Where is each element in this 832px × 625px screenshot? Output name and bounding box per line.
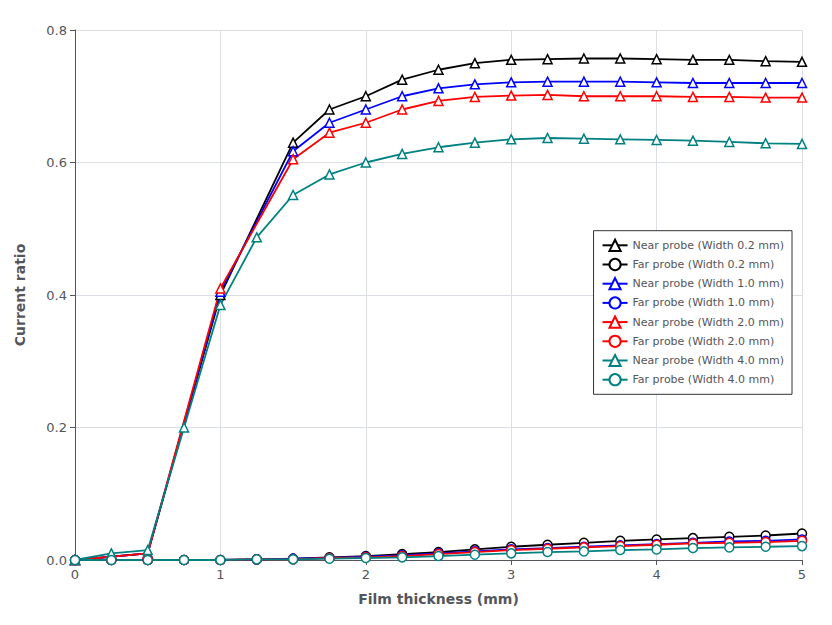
svg-text:Near probe (Width 4.0 mm): Near probe (Width 4.0 mm)	[633, 354, 784, 367]
svg-text:2: 2	[362, 567, 370, 582]
svg-text:Near probe (Width 2.0 mm): Near probe (Width 2.0 mm)	[633, 316, 784, 329]
svg-text:Near probe (Width 0.2 mm): Near probe (Width 0.2 mm)	[633, 239, 784, 252]
svg-text:0.0: 0.0	[46, 553, 67, 568]
svg-text:Near probe (Width 1.0 mm): Near probe (Width 1.0 mm)	[633, 277, 784, 290]
svg-text:Far probe (Width 4.0 mm): Far probe (Width 4.0 mm)	[633, 373, 775, 386]
svg-text:5: 5	[798, 567, 806, 582]
svg-text:Far probe (Width 2.0 mm): Far probe (Width 2.0 mm)	[633, 335, 775, 348]
svg-text:Current ratio: Current ratio	[12, 243, 28, 346]
svg-text:Far probe (Width 1.0 mm): Far probe (Width 1.0 mm)	[633, 296, 775, 309]
svg-text:3: 3	[507, 567, 515, 582]
svg-text:Film thickness (mm): Film thickness (mm)	[358, 591, 519, 607]
svg-text:Far probe (Width 0.2 mm): Far probe (Width 0.2 mm)	[633, 258, 775, 271]
svg-text:0.8: 0.8	[46, 23, 67, 38]
svg-text:0.2: 0.2	[46, 420, 67, 435]
svg-text:0.4: 0.4	[46, 288, 67, 303]
svg-text:0: 0	[71, 567, 79, 582]
svg-text:0.6: 0.6	[46, 155, 67, 170]
svg-text:1: 1	[216, 567, 224, 582]
svg-text:4: 4	[652, 567, 660, 582]
